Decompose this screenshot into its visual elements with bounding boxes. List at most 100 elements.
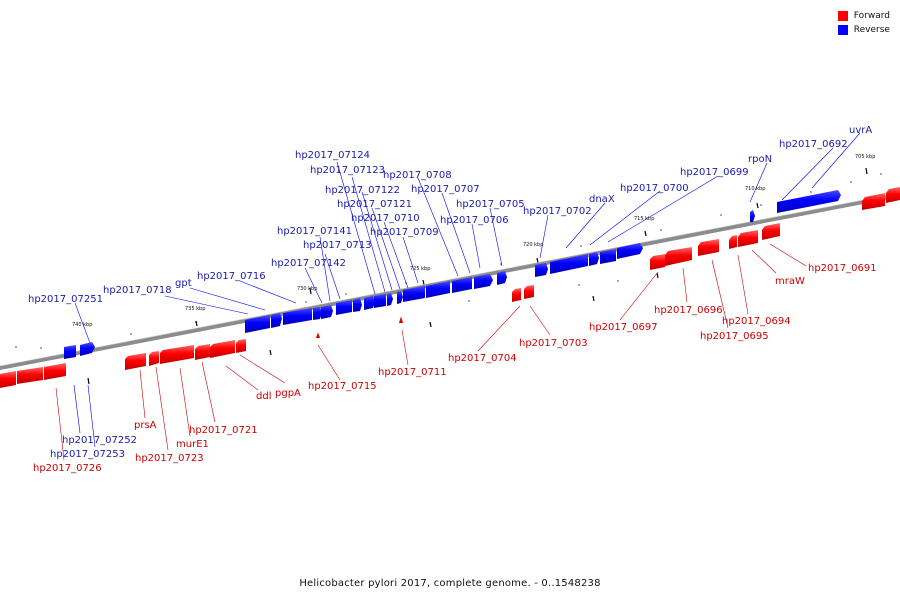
gene-label: hp2017_0715	[308, 381, 377, 392]
gene-glyph	[474, 274, 493, 289]
gene-label: hp2017_0703	[519, 338, 588, 349]
gene-label: hp2017_07121	[337, 199, 412, 210]
gene-label: hp2017_0709	[370, 227, 439, 238]
kbp-label: 720 kbp	[523, 242, 543, 248]
gene-label: hp2017_07141	[277, 226, 352, 237]
gene-label: hp2017_0718	[103, 285, 172, 296]
gene-label: hp2017_0702	[523, 206, 592, 217]
gene-label: hp2017_0721	[189, 425, 258, 436]
gene-glyph	[600, 249, 616, 264]
gene-label: hp2017_0696	[654, 305, 723, 316]
gene-label: hp2017_0707	[411, 184, 480, 195]
gene-label: hp2017_07142	[271, 258, 346, 269]
gene-glyph	[336, 300, 352, 315]
gene-label: ddl	[256, 391, 271, 402]
gene-label: hp2017_0710	[351, 213, 420, 224]
gene-label: prsA	[134, 420, 157, 431]
gene-label: hp2017_0695	[700, 331, 769, 342]
gene-glyph	[589, 252, 599, 266]
kbp-label: 715 kbp	[634, 216, 654, 222]
forward-swatch	[837, 11, 848, 21]
gene-glyph	[750, 210, 755, 222]
gene-glyph	[535, 263, 548, 277]
reverse-genes	[64, 190, 841, 359]
reverse-gene-labels: hp2017_07251 hp2017_0718 gpt hp2017_0716…	[28, 125, 872, 460]
gene-glyph	[316, 332, 320, 338]
legend-label: Forward	[853, 11, 890, 21]
gene-glyph	[271, 313, 282, 328]
gene-label: hp2017_0697	[589, 322, 658, 333]
gene-label: hp2017_0700	[620, 183, 689, 194]
gene-label: dnaX	[589, 194, 615, 205]
gene-label: hp2017_0704	[448, 353, 517, 364]
gene-label: rpoN	[748, 154, 772, 165]
kbp-label: 705 kbp	[855, 154, 875, 160]
gene-label: hp2017_07252	[62, 435, 137, 446]
gene-label: hp2017_0694	[722, 316, 791, 327]
gene-glyph	[777, 190, 841, 213]
gene-glyph	[0, 371, 16, 388]
gene-glyph	[313, 307, 322, 320]
gene-label: pgpA	[275, 388, 301, 399]
gene-glyph	[550, 254, 588, 274]
gene-glyph	[762, 223, 780, 240]
gene-glyph	[353, 298, 362, 312]
gene-label: hp2017_07251	[28, 294, 103, 305]
gene-glyph	[283, 308, 312, 325]
gene-glyph	[64, 345, 76, 359]
major-tick-marks	[87, 167, 868, 385]
kbp-label: 710 kbp	[745, 186, 765, 192]
gene-label: hp2017_07253	[50, 449, 125, 460]
gene-glyph	[524, 285, 534, 299]
gene-glyph	[44, 363, 66, 380]
gene-glyph	[617, 243, 643, 259]
gene-glyph	[665, 247, 692, 266]
kbp-scale: 740 kbp 735 kbp 730 kbp 725 kbp 720 kbp …	[72, 154, 875, 328]
legend-label: Reverse	[853, 25, 890, 35]
gene-glyph	[80, 342, 95, 356]
gene-label: hp2017_0706	[440, 215, 509, 226]
gene-glyph	[387, 293, 393, 306]
gene-glyph	[195, 344, 210, 360]
gene-glyph	[512, 288, 521, 302]
forward-leader-lines	[55, 243, 807, 461]
kbp-label: 735 kbp	[185, 306, 205, 312]
gene-label: hp2017_07122	[325, 185, 400, 196]
forward-gene-labels: hp2017_0726 prsA hp2017_0723 murE1 hp201…	[33, 263, 877, 474]
gene-glyph	[403, 286, 425, 302]
gene-glyph	[650, 254, 665, 270]
gene-label: hp2017_0699	[680, 167, 749, 178]
gene-label: hp2017_0713	[303, 240, 372, 251]
gene-glyph	[160, 345, 194, 364]
gene-glyph	[321, 305, 333, 319]
reverse-swatch	[837, 25, 848, 35]
gene-label: mraW	[775, 276, 805, 287]
gene-glyph	[399, 316, 403, 323]
reverse-leader-lines	[73, 132, 861, 448]
gene-label: hp2017_0708	[383, 170, 452, 181]
gene-glyph	[426, 281, 450, 298]
gene-glyph	[729, 235, 737, 249]
gene-glyph	[236, 339, 246, 353]
gene-glyph	[886, 187, 900, 203]
gene-glyph	[497, 271, 507, 285]
gene-glyph	[698, 239, 719, 256]
gene-label: gpt	[175, 278, 192, 289]
gene-glyph	[149, 351, 159, 366]
gene-label: hp2017_0691	[808, 263, 877, 274]
forward-genes	[0, 187, 900, 388]
gene-glyph	[452, 277, 472, 293]
legend-item-forward: Forward	[837, 9, 890, 23]
strand-legend: Forward Reverse	[837, 9, 890, 37]
gene-label: hp2017_0711	[378, 367, 447, 378]
gene-glyph	[125, 353, 146, 370]
gene-glyph	[862, 193, 885, 210]
gene-label: hp2017_07124	[295, 150, 370, 161]
map-caption: Helicobacter pylori 2017, complete genom…	[299, 578, 601, 589]
gene-label: hp2017_0705	[456, 199, 525, 210]
gene-glyph	[17, 367, 43, 384]
gene-label: hp2017_0723	[135, 453, 204, 464]
gene-label: uvrA	[849, 125, 872, 136]
gene-glyph	[210, 340, 235, 358]
